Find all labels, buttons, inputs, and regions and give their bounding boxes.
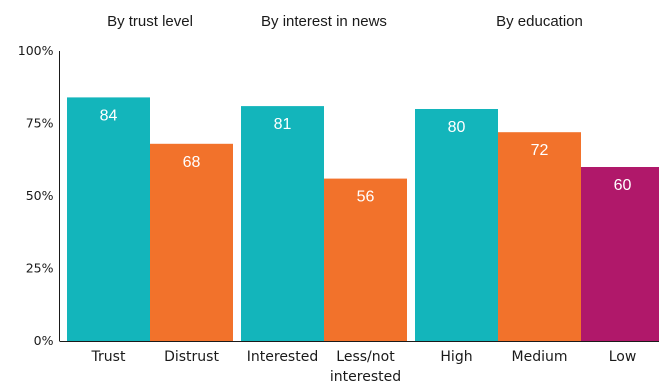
category-label: interested (330, 369, 401, 385)
category-label: Less/not (336, 349, 395, 365)
value-label: 84 (100, 107, 118, 124)
bar (498, 132, 581, 341)
bar (324, 178, 407, 341)
y-tick-label: 100% (18, 43, 54, 58)
group-title: By interest in news (261, 13, 387, 30)
category-label: Medium (512, 349, 568, 365)
value-label: 80 (448, 119, 466, 136)
y-tick-label: 50% (26, 188, 54, 203)
category-label: Distrust (164, 349, 219, 365)
bar (415, 109, 498, 341)
y-tick-label: 0% (34, 333, 54, 348)
group-title: By education (496, 13, 583, 30)
category-labels: Trust Distrust Interested Less/not intereste… (91, 349, 637, 385)
value-labels: 84 68 81 56 80 72 60 (100, 107, 632, 205)
bar (241, 106, 324, 341)
category-label: Interested (247, 349, 318, 365)
group-title: By trust level (107, 13, 193, 30)
value-label: 68 (183, 154, 201, 171)
category-label: Low (609, 349, 637, 365)
group-titles: By trust level By interest in news By educ… (107, 13, 583, 30)
category-label: Trust (91, 349, 126, 365)
value-label: 56 (357, 189, 375, 206)
bar (581, 167, 659, 341)
y-tick-label: 75% (26, 116, 54, 131)
category-label: High (440, 349, 472, 365)
value-label: 72 (531, 142, 549, 159)
bar (67, 97, 150, 342)
bars (67, 97, 659, 342)
y-tick-label: 25% (26, 261, 54, 276)
bar (150, 143, 233, 341)
value-label: 60 (614, 177, 632, 194)
value-label: 81 (274, 116, 292, 133)
y-axis-ticks: 0% 25% 50% 75% 100% (18, 43, 54, 348)
